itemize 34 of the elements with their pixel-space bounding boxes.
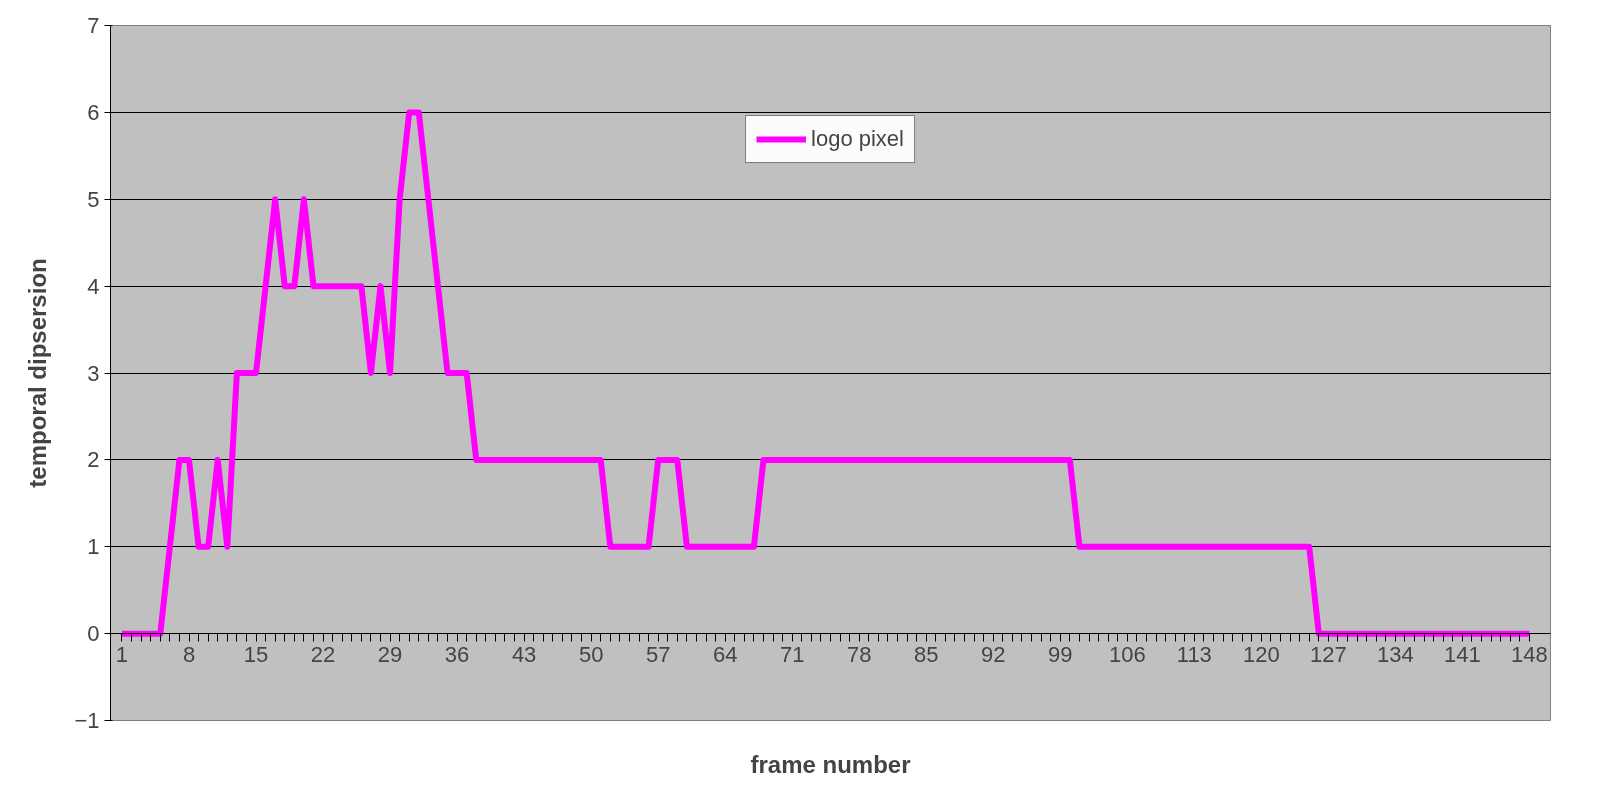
- x-tick-label: 29: [377, 641, 403, 667]
- y-tick-label: 1: [87, 534, 100, 560]
- x-tick-label: 99: [1048, 641, 1073, 667]
- x-tick-label: 120: [1243, 641, 1280, 667]
- x-tick-label: 15: [243, 641, 269, 667]
- x-tick-label: 50: [578, 641, 604, 667]
- y-axis-title: temporal dipsersion: [24, 258, 52, 488]
- x-axis-title: frame number: [750, 750, 911, 778]
- legend-label: logo pixel: [811, 126, 904, 152]
- x-tick-label: 78: [846, 641, 872, 667]
- y-tick-label: 2: [87, 447, 100, 473]
- x-tick-label: 141: [1444, 641, 1481, 667]
- x-tick-label: 22: [310, 641, 336, 667]
- x-tick-label: 43: [511, 641, 537, 667]
- x-tick-label: 85: [914, 641, 939, 667]
- y-tick-label: 3: [87, 360, 100, 386]
- x-tick-label: 1: [115, 641, 129, 667]
- y-tick-label: 5: [87, 186, 100, 212]
- x-tick-label: 134: [1377, 641, 1414, 667]
- x-tick-label: 8: [182, 641, 196, 667]
- y-tick-label: 6: [87, 99, 100, 125]
- x-tick-label: 113: [1176, 641, 1212, 667]
- x-tick-label: 71: [779, 641, 805, 667]
- x-tick-label: 106: [1108, 641, 1146, 667]
- x-tick-label: 148: [1511, 641, 1548, 667]
- y-tick-label: −1: [74, 708, 100, 733]
- x-tick-label: 57: [645, 641, 671, 667]
- x-tick-label: 36: [444, 641, 470, 667]
- y-tick-label: 7: [87, 13, 100, 38]
- x-tick-label: 127: [1310, 641, 1347, 667]
- x-tick-label: 64: [712, 641, 738, 667]
- y-tick-label: 0: [87, 621, 100, 647]
- x-tick-label: 92: [981, 641, 1006, 667]
- y-tick-label: 4: [87, 273, 100, 299]
